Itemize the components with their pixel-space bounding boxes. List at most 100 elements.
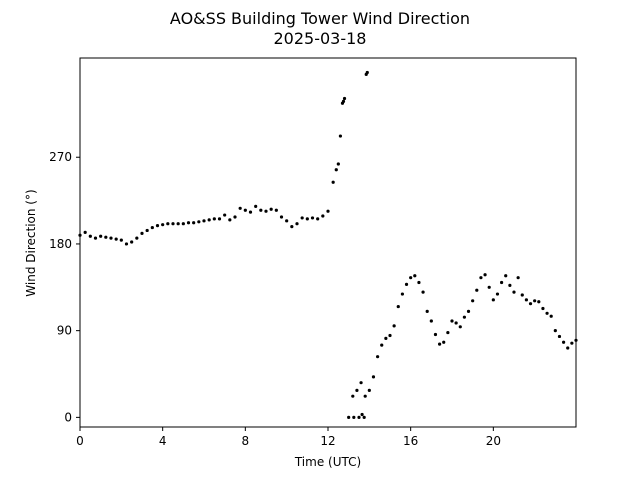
data-point bbox=[392, 324, 396, 328]
data-point bbox=[300, 216, 304, 220]
data-point bbox=[145, 228, 149, 233]
data-point bbox=[359, 381, 363, 385]
data-point bbox=[259, 208, 263, 212]
x-axis-ticks: 0 4 8 12 16 20 bbox=[76, 427, 501, 448]
data-point bbox=[326, 209, 330, 213]
data-point bbox=[363, 394, 367, 398]
data-point bbox=[545, 311, 549, 315]
data-point bbox=[483, 273, 487, 277]
data-point bbox=[491, 298, 495, 302]
data-point bbox=[336, 162, 340, 166]
data-point bbox=[93, 236, 98, 240]
data-point bbox=[207, 218, 211, 222]
data-point bbox=[421, 290, 425, 294]
data-point bbox=[238, 206, 242, 210]
data-point bbox=[549, 314, 553, 318]
data-point bbox=[352, 415, 356, 419]
data-point bbox=[197, 220, 201, 224]
data-point bbox=[341, 99, 346, 103]
data-point bbox=[99, 234, 103, 238]
data-point bbox=[295, 222, 299, 226]
data-points bbox=[78, 70, 578, 419]
data-point bbox=[466, 309, 471, 313]
data-point bbox=[433, 332, 438, 337]
data-point bbox=[520, 293, 524, 297]
data-point bbox=[140, 231, 144, 235]
data-point bbox=[462, 315, 466, 319]
data-point bbox=[524, 298, 529, 302]
data-point bbox=[114, 237, 118, 241]
data-point bbox=[454, 321, 458, 325]
data-point bbox=[254, 204, 258, 208]
data-point bbox=[450, 319, 454, 323]
data-point bbox=[310, 216, 315, 220]
data-point bbox=[248, 210, 253, 214]
data-point bbox=[360, 412, 364, 417]
data-point bbox=[500, 280, 504, 285]
data-point bbox=[171, 222, 175, 226]
data-point bbox=[150, 225, 154, 230]
data-point bbox=[442, 340, 446, 344]
data-point bbox=[357, 415, 361, 419]
data-point bbox=[409, 276, 413, 280]
data-point bbox=[83, 230, 87, 234]
data-point bbox=[338, 134, 342, 138]
data-point bbox=[487, 285, 491, 289]
data-point bbox=[228, 218, 232, 222]
data-point bbox=[376, 355, 380, 359]
data-point bbox=[458, 325, 462, 329]
data-point bbox=[512, 290, 516, 294]
data-point bbox=[285, 219, 289, 223]
data-point bbox=[316, 217, 320, 221]
data-point bbox=[471, 299, 475, 303]
data-point bbox=[396, 304, 400, 309]
data-point bbox=[186, 221, 191, 225]
data-point bbox=[384, 336, 388, 340]
data-point bbox=[537, 300, 541, 304]
data-point bbox=[130, 240, 134, 244]
y-tick-label: 90 bbox=[57, 324, 72, 338]
data-point bbox=[217, 217, 222, 221]
data-point bbox=[417, 280, 421, 285]
x-tick-label: 12 bbox=[320, 434, 335, 448]
data-point bbox=[135, 236, 139, 240]
chart-title: AO&SS Building Tower Wind Direction bbox=[170, 9, 470, 28]
data-point bbox=[192, 221, 196, 225]
data-point bbox=[161, 223, 165, 227]
data-point bbox=[429, 319, 433, 323]
data-point bbox=[425, 309, 429, 313]
data-point bbox=[274, 208, 278, 212]
data-point bbox=[566, 346, 570, 350]
data-point bbox=[331, 180, 335, 184]
data-point bbox=[202, 219, 206, 223]
data-point bbox=[504, 274, 508, 278]
data-point bbox=[166, 222, 170, 226]
x-tick-label: 16 bbox=[403, 434, 418, 448]
x-tick-label: 8 bbox=[242, 434, 250, 448]
data-point bbox=[109, 236, 113, 240]
y-axis-ticks: 0 90 180 270 bbox=[49, 150, 80, 424]
data-point bbox=[176, 222, 180, 226]
data-point bbox=[479, 276, 483, 280]
data-point bbox=[516, 276, 520, 280]
data-point bbox=[347, 415, 351, 419]
data-point bbox=[508, 283, 512, 287]
data-point bbox=[404, 282, 409, 287]
data-point bbox=[269, 207, 273, 211]
data-point bbox=[557, 334, 562, 339]
data-point bbox=[533, 299, 537, 303]
y-axis-label: Wind Direction (°) bbox=[24, 189, 38, 296]
data-point bbox=[371, 375, 376, 379]
data-point bbox=[342, 96, 347, 101]
y-tick-label: 270 bbox=[49, 150, 72, 164]
x-axis-label: Time (UTC) bbox=[294, 455, 361, 469]
data-point bbox=[541, 306, 545, 311]
data-point bbox=[446, 330, 450, 335]
data-point bbox=[88, 234, 92, 238]
data-point bbox=[243, 208, 247, 212]
data-point bbox=[355, 388, 359, 392]
plot-area: 0 4 8 12 16 20 0 90 180 270 bbox=[49, 57, 578, 448]
data-point bbox=[290, 225, 294, 229]
